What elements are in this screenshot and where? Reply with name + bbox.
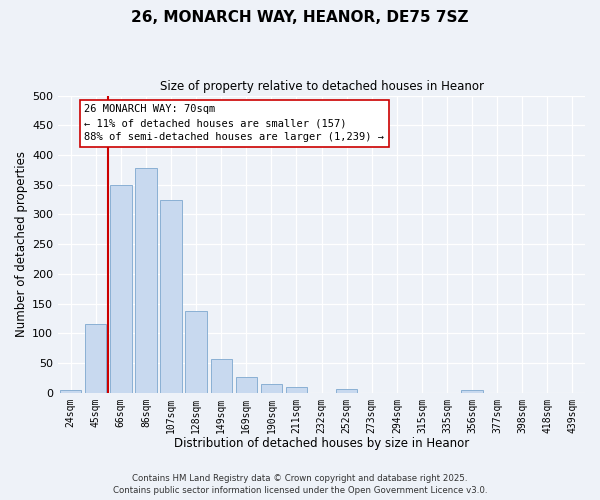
Bar [336, 389, 358, 392]
Text: 26 MONARCH WAY: 70sqm
← 11% of detached houses are smaller (157)
88% of semi-det: 26 MONARCH WAY: 70sqm ← 11% of detached … [85, 104, 385, 142]
Bar [236, 378, 257, 392]
Bar [85, 324, 106, 392]
Y-axis label: Number of detached properties: Number of detached properties [15, 151, 28, 337]
Bar [185, 310, 207, 392]
Bar [261, 384, 282, 392]
Bar [286, 388, 307, 392]
Bar [60, 390, 82, 392]
Bar [110, 184, 131, 392]
X-axis label: Distribution of detached houses by size in Heanor: Distribution of detached houses by size … [174, 437, 469, 450]
Title: Size of property relative to detached houses in Heanor: Size of property relative to detached ho… [160, 80, 484, 93]
Bar [160, 200, 182, 392]
Bar [135, 168, 157, 392]
Text: Contains HM Land Registry data © Crown copyright and database right 2025.
Contai: Contains HM Land Registry data © Crown c… [113, 474, 487, 495]
Bar [461, 390, 483, 392]
Bar [211, 359, 232, 392]
Text: 26, MONARCH WAY, HEANOR, DE75 7SZ: 26, MONARCH WAY, HEANOR, DE75 7SZ [131, 10, 469, 25]
